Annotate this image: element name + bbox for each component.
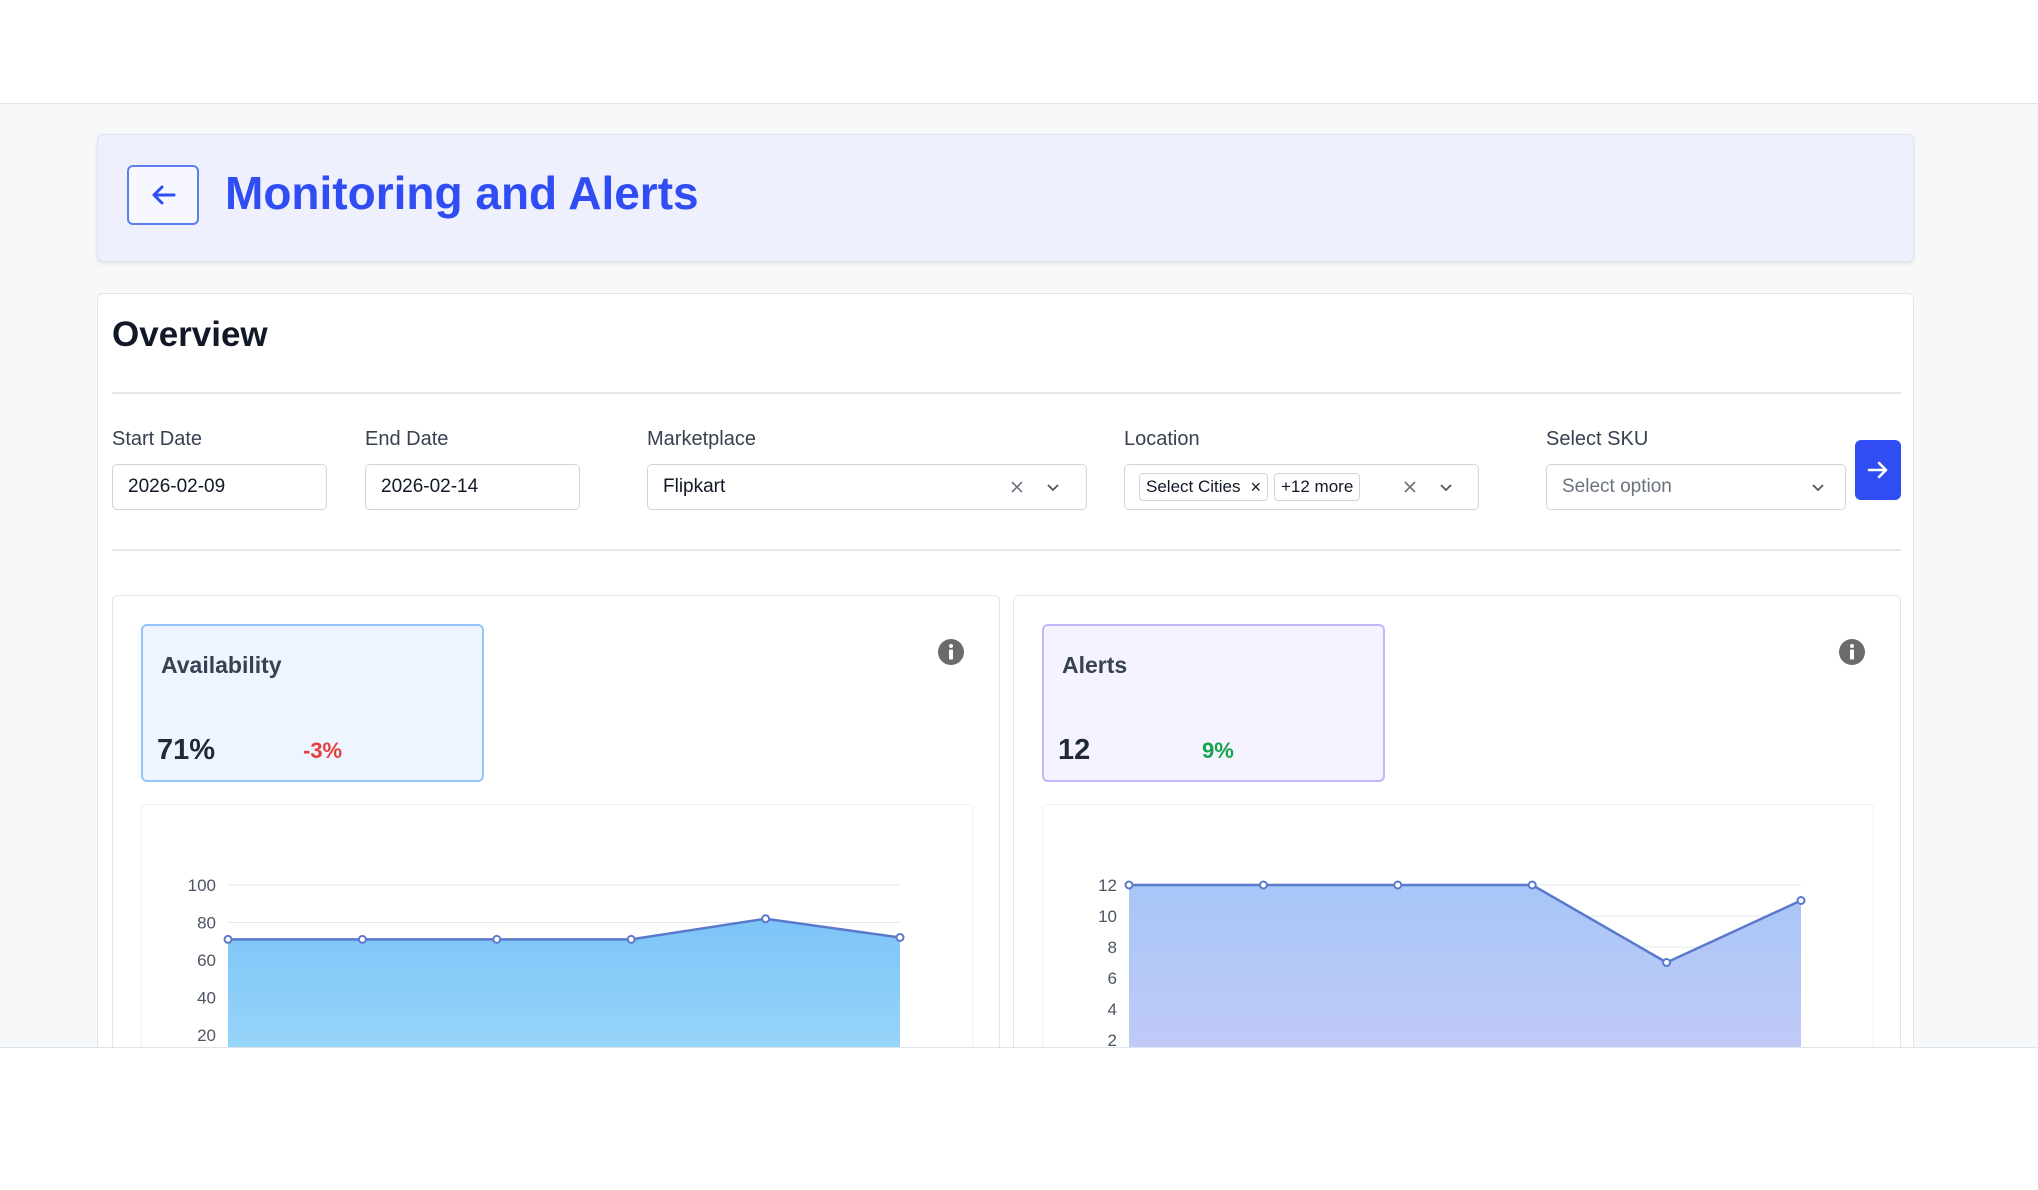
availability-data-point (357, 934, 367, 944)
start-date-label: Start Date (112, 428, 203, 450)
location-label: Location (1124, 428, 1200, 450)
availability-data-point (761, 914, 771, 924)
city-chip: Select Cities × (1139, 473, 1268, 501)
overview-section: Overview Start Date 2026-02-09 End Date … (97, 293, 1914, 1048)
availability-chart: 100 80 60 40 20 (141, 804, 973, 1047)
divider (112, 549, 1901, 551)
alerts-value: 12 (1058, 734, 1091, 766)
availability-data-point (895, 933, 905, 942)
alerts-data-point (1393, 880, 1403, 890)
availability-series-line (228, 917, 901, 941)
page-title: Monitoring and Alerts (225, 167, 699, 219)
alerts-y-tick-label: 8 (1108, 938, 1117, 957)
availability-y-tick-label: 40 (197, 989, 216, 1008)
back-button[interactable] (127, 165, 199, 225)
main-content: Monitoring and Alerts Overview Start Dat… (0, 104, 2038, 1048)
start-date-input[interactable]: 2026-02-09 (112, 464, 327, 510)
availability-data-point (223, 934, 233, 944)
alerts-change: 9% (1202, 738, 1234, 763)
apply-filters-button[interactable] (1855, 440, 1901, 500)
availability-title: Availability (161, 652, 282, 678)
marketplace-label: Marketplace (647, 428, 756, 450)
alerts-panel: Alerts 12 9% 12 10 8 6 4 2 (1013, 595, 1901, 1048)
availability-chart-svg: 100 80 60 40 20 (188, 876, 905, 1047)
alerts-y-tick-label: 12 (1098, 876, 1117, 895)
alerts-data-point (1258, 880, 1268, 890)
availability-y-tick-label: 20 (197, 1026, 216, 1045)
alerts-y-tick-label: 4 (1108, 1000, 1117, 1019)
alerts-data-point (1527, 880, 1537, 890)
chevron-down-icon[interactable] (1431, 465, 1461, 509)
marketplace-select[interactable]: Flipkart (647, 464, 1087, 510)
location-select[interactable]: Select Cities × +12 more (1124, 464, 1479, 510)
divider (112, 392, 1901, 394)
chevron-down-icon[interactable] (1803, 465, 1833, 509)
chip-remove-icon[interactable]: × (1250, 476, 1261, 497)
clear-icon[interactable] (1002, 465, 1032, 509)
marketplace-value: Flipkart (663, 476, 726, 497)
alerts-data-point (1124, 880, 1134, 890)
sku-label: Select SKU (1546, 428, 1649, 450)
page-header: Monitoring and Alerts (97, 134, 1914, 262)
availability-y-tick-label: 80 (197, 914, 216, 933)
end-date-value: 2026-02-14 (381, 476, 479, 497)
end-date-label: End Date (365, 428, 449, 450)
alerts-title: Alerts (1062, 652, 1128, 678)
info-icon[interactable] (1838, 638, 1866, 666)
city-chip-label: Select Cities (1146, 477, 1241, 496)
more-chip[interactable]: +12 more (1274, 473, 1361, 501)
alerts-data-point (1796, 896, 1806, 905)
sku-placeholder: Select option (1562, 476, 1672, 497)
availability-y-tick-label: 60 (197, 951, 216, 970)
availability-panel: Availability 71% -3% 100 80 60 40 20 (112, 595, 1000, 1047)
availability-change: -3% (303, 738, 343, 763)
top-bar (0, 0, 2038, 104)
alerts-y-tick-label: 6 (1108, 969, 1117, 988)
alerts-kpi-card: Alerts 12 9% (1042, 624, 1385, 782)
chevron-down-icon[interactable] (1038, 465, 1068, 509)
alerts-chart: 12 10 8 6 4 2 (1042, 804, 1874, 1048)
availability-data-point (492, 934, 502, 944)
availability-y-tick-label: 100 (188, 876, 216, 895)
bottom-bar (0, 1048, 2038, 1190)
arrow-left-icon (152, 185, 176, 205)
alerts-area-fill (1129, 885, 1801, 1047)
info-icon[interactable] (937, 638, 965, 666)
availability-area-fill (228, 918, 900, 1047)
alerts-chart-svg: 12 10 8 6 4 2 (1098, 876, 1806, 1048)
alerts-y-tick-label: 2 (1108, 1031, 1117, 1048)
availability-data-point (626, 934, 636, 944)
availability-value: 71% (157, 734, 216, 766)
sku-select[interactable]: Select option (1546, 464, 1846, 510)
availability-kpi-card: Availability 71% -3% (141, 624, 484, 782)
clear-icon[interactable] (1395, 465, 1425, 509)
alerts-series-line (1129, 883, 1802, 964)
alerts-data-point (1662, 958, 1672, 967)
end-date-input[interactable]: 2026-02-14 (365, 464, 580, 510)
arrow-right-icon (1867, 461, 1888, 479)
start-date-value: 2026-02-09 (128, 476, 226, 497)
overview-title: Overview (112, 315, 268, 354)
alerts-y-tick-label: 10 (1098, 907, 1117, 926)
